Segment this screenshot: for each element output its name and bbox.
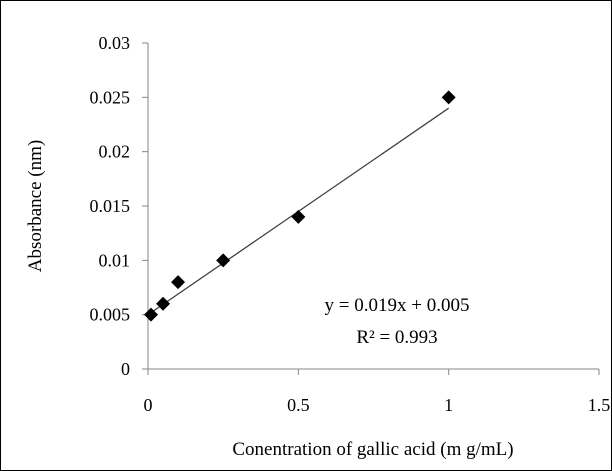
- y-axis-ticks: 0 0.005 0.01 0.015 0.02 0.025 0.03: [90, 33, 148, 379]
- data-point: [156, 296, 171, 311]
- x-tick-label: 0.5: [287, 395, 310, 415]
- x-axis-ticks: 0 0.5 1 1.5: [144, 369, 611, 415]
- x-tick-label: 0: [144, 395, 153, 415]
- x-tick-label: 1: [444, 395, 453, 415]
- data-point: [441, 90, 456, 105]
- data-points: [144, 90, 456, 322]
- chart-axes: [147, 43, 599, 370]
- x-tick-label: 1.5: [588, 395, 611, 415]
- x-axis-title: Conentration of gallic acid (m g/mL): [232, 439, 513, 460]
- data-point: [144, 307, 159, 322]
- y-tick-label: 0.02: [99, 142, 131, 162]
- y-tick-label: 0.025: [90, 87, 131, 107]
- data-point: [171, 275, 186, 290]
- y-axis-title: Absorbance (nm): [25, 140, 46, 272]
- y-tick-label: 0.015: [90, 196, 131, 216]
- trendline: [150, 107, 450, 314]
- r-squared-label: R² = 0.993: [356, 327, 437, 348]
- data-point: [216, 253, 231, 268]
- y-tick-label: 0.03: [99, 33, 131, 53]
- y-tick-label: 0.01: [99, 250, 131, 270]
- trendline-equation: y = 0.019x + 0.005: [325, 295, 470, 316]
- y-tick-label: 0.005: [90, 305, 131, 325]
- data-point: [291, 209, 306, 224]
- y-tick-label: 0: [121, 359, 130, 379]
